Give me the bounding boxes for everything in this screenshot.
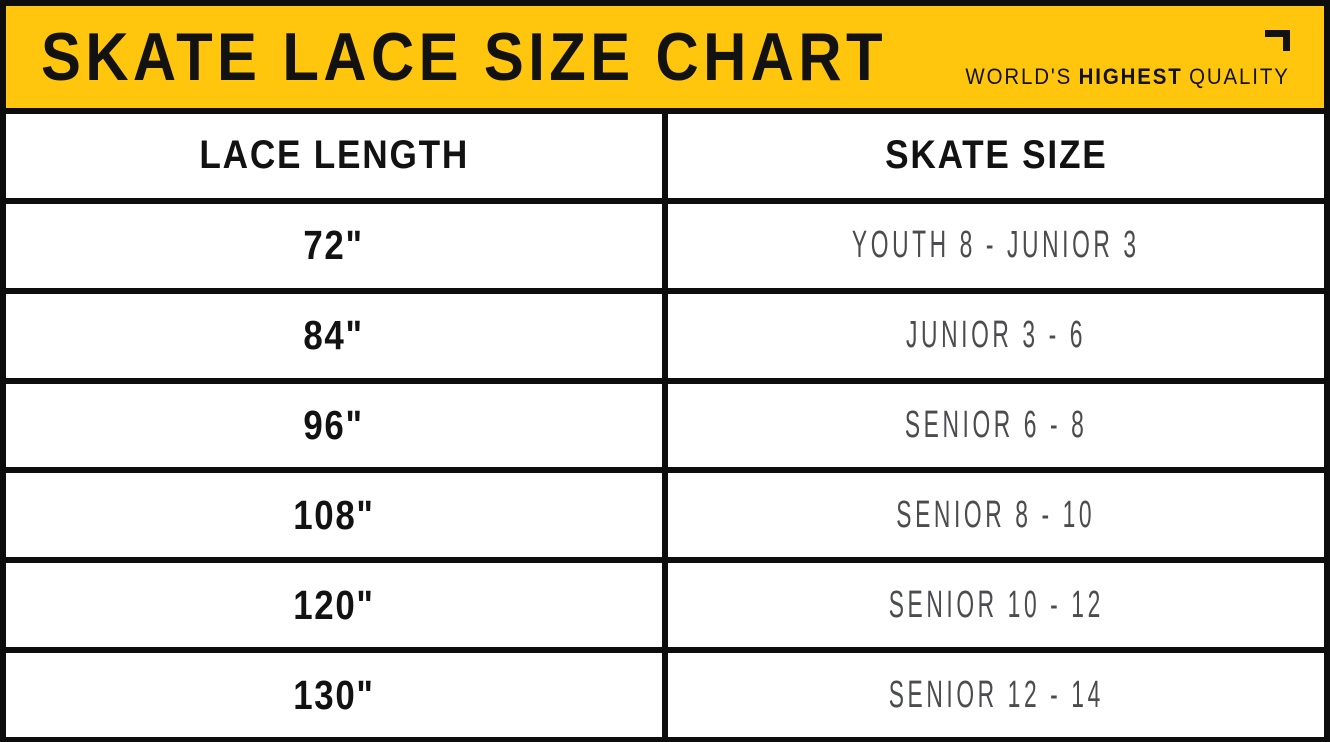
corner-bracket-icon	[1265, 30, 1290, 51]
lace-length-value: 108"	[293, 491, 375, 538]
page-title: SKATE LACE SIZE CHART	[41, 19, 887, 95]
skate-size-value: YOUTH 8 - JUNIOR 3	[852, 224, 1140, 267]
table-row-3-skate-size-cell: SENIOR 6 - 8	[668, 383, 1324, 468]
tagline-suffix: QUALITY	[1189, 64, 1290, 89]
table-row-1-lace-length-cell: 72"	[6, 203, 662, 288]
column-header-label: SKATE SIZE	[884, 133, 1108, 178]
table-row-2-skate-size-cell: JUNIOR 3 - 6	[668, 293, 1324, 378]
size-table: LACE LENGTH SKATE SIZE 72" YOUTH 8 - JUN…	[6, 114, 1324, 737]
table-row-2-lace-length-cell: 84"	[6, 293, 662, 378]
lace-length-value: 120"	[293, 581, 375, 628]
lace-length-value: 72"	[303, 222, 365, 269]
tagline-emphasis: HIGHEST	[1078, 64, 1183, 89]
tagline-prefix: WORLD'S	[965, 64, 1073, 89]
table-row-6-lace-length-cell: 130"	[6, 653, 662, 737]
skate-size-value: SENIOR 10 - 12	[888, 583, 1104, 626]
table-row-4-lace-length-cell: 108"	[6, 473, 662, 558]
banner-right-block: WORLD'S HIGHEST QUALITY	[941, 30, 1290, 90]
table-row-1-skate-size-cell: YOUTH 8 - JUNIOR 3	[668, 203, 1324, 288]
tagline: WORLD'S HIGHEST QUALITY	[966, 64, 1290, 90]
column-header-lace-length: LACE LENGTH	[6, 114, 662, 198]
lace-length-value: 84"	[303, 312, 365, 359]
skate-size-value: SENIOR 6 - 8	[904, 403, 1088, 446]
table-row-4-skate-size-cell: SENIOR 8 - 10	[668, 473, 1324, 558]
skate-size-value: JUNIOR 3 - 6	[905, 314, 1087, 357]
table-row-5-lace-length-cell: 120"	[6, 563, 662, 648]
table-row-3-lace-length-cell: 96"	[6, 383, 662, 468]
table-row-6-skate-size-cell: SENIOR 12 - 14	[668, 653, 1324, 737]
skate-size-value: SENIOR 8 - 10	[896, 493, 1096, 536]
column-header-label: LACE LENGTH	[199, 133, 469, 178]
lace-length-value: 130"	[293, 671, 375, 718]
skate-size-value: SENIOR 12 - 14	[888, 673, 1104, 716]
header-banner: SKATE LACE SIZE CHART WORLD'S HIGHEST QUAL…	[6, 6, 1324, 108]
table-row-5-skate-size-cell: SENIOR 10 - 12	[668, 563, 1324, 648]
column-header-skate-size: SKATE SIZE	[668, 114, 1324, 198]
lace-length-value: 96"	[303, 401, 365, 448]
